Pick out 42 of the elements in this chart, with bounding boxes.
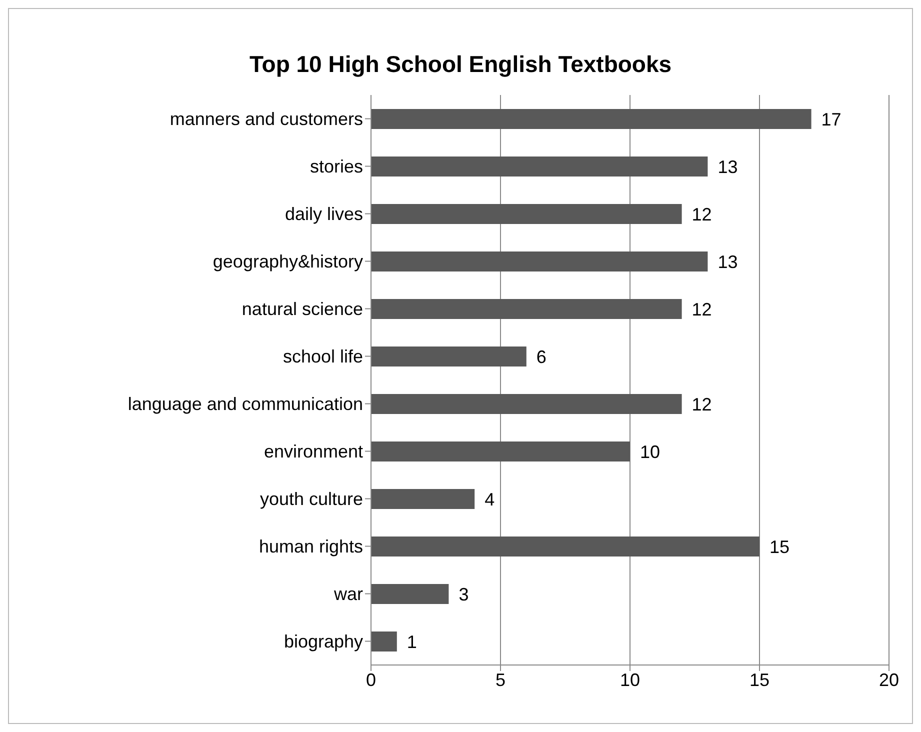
bar [371, 442, 630, 462]
chart-title: Top 10 High School English Textbooks [248, 51, 673, 79]
data-label: 12 [692, 394, 712, 414]
y-tick-label: youth culture [260, 489, 363, 510]
y-tick-label: biography [284, 632, 363, 652]
data-label: 6 [536, 346, 546, 367]
y-tick-label: environment [264, 442, 363, 462]
y-tick-label: stories [310, 156, 363, 177]
bar [371, 536, 760, 556]
data-label: 13 [718, 156, 738, 177]
x-tick-label: 20 [878, 670, 900, 690]
data-label: 12 [692, 299, 712, 320]
x-tick-label: 10 [620, 670, 640, 690]
y-tick-label: natural science [242, 299, 363, 320]
bar [371, 584, 449, 604]
bar [371, 109, 812, 129]
y-tick-label: daily lives [284, 204, 363, 224]
x-tick-label: 5 [495, 670, 506, 690]
bar [371, 346, 526, 366]
bar [371, 204, 682, 224]
data-label: 12 [692, 204, 712, 224]
y-tick-label: war [332, 584, 363, 604]
data-label: 17 [821, 109, 842, 130]
bar [371, 394, 682, 414]
data-label: 13 [718, 252, 738, 272]
y-tick-label: geography&history [212, 252, 363, 272]
bar [371, 489, 475, 509]
bar [371, 156, 708, 176]
data-label: 3 [458, 584, 469, 604]
y-tick-label: language and communication [128, 394, 363, 414]
data-label: 10 [640, 442, 660, 462]
bar [371, 299, 682, 319]
bar [371, 632, 397, 652]
y-tick-label: human rights [258, 536, 363, 557]
y-tick-label: school life [282, 346, 363, 367]
bar [371, 252, 708, 272]
data-label: 4 [484, 489, 495, 510]
x-tick-label: 0 [366, 670, 376, 690]
y-tick-label: manners and customers [170, 109, 363, 130]
x-tick-label: 15 [749, 670, 770, 690]
data-label: 1 [406, 632, 417, 652]
data-label: 15 [770, 536, 790, 557]
